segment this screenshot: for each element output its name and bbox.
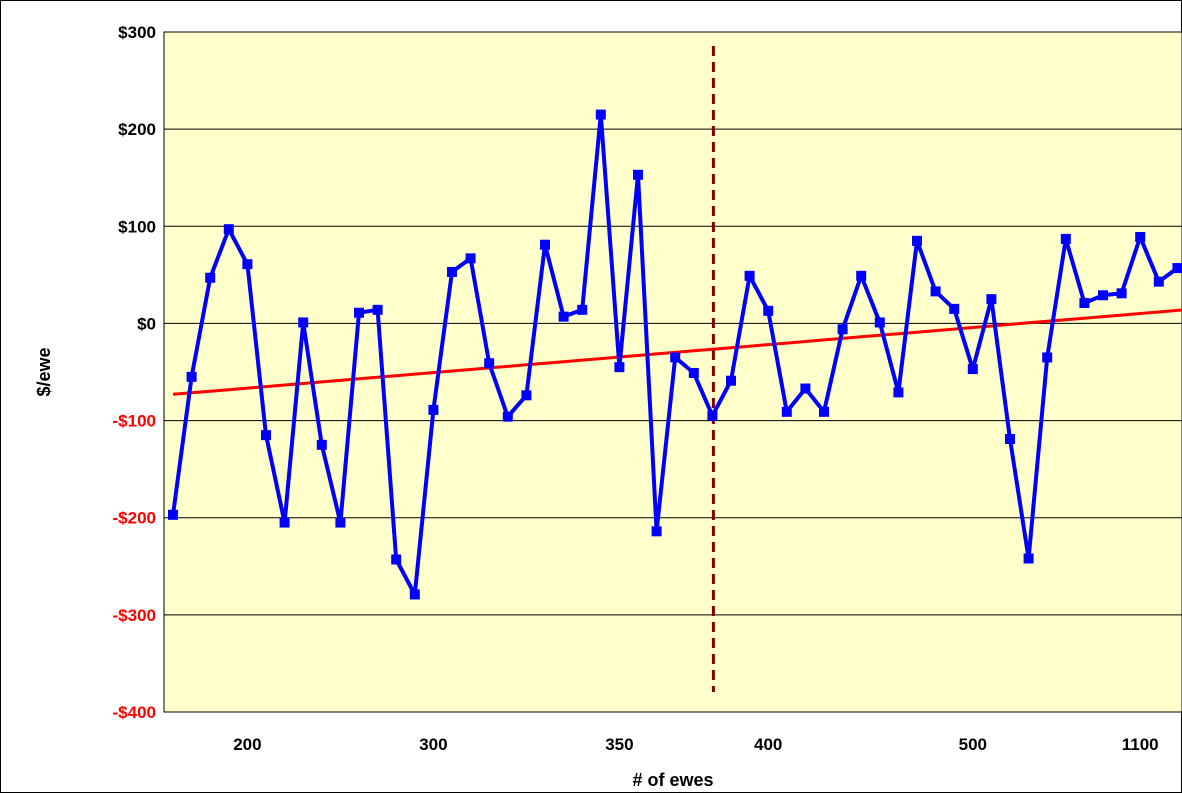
x-tick-label: 350 xyxy=(605,735,633,754)
data-point-marker xyxy=(502,411,513,422)
data-point-marker xyxy=(949,303,960,314)
data-point-marker xyxy=(1023,553,1034,564)
data-point-marker xyxy=(819,406,829,417)
x-tick-label: 1100 xyxy=(1122,735,1159,754)
data-point-marker xyxy=(781,406,792,417)
data-point-marker xyxy=(595,109,606,120)
trend-line xyxy=(172,308,1182,396)
y-axis-ticks: $300 $200 $100 $0 -$100 -$200 -$300 -$400 xyxy=(113,23,156,722)
x-axis-ticks: 200 300 350 400 500 1100 xyxy=(233,735,1158,754)
y-axis-title: $/ewe xyxy=(34,347,54,396)
data-point-marker xyxy=(1135,231,1146,242)
data-point-marker xyxy=(1153,276,1164,287)
data-point-marker xyxy=(484,358,495,369)
data-point-marker xyxy=(223,224,234,235)
data-point-marker xyxy=(1005,434,1015,445)
gridlines xyxy=(164,128,1182,616)
data-point-marker xyxy=(912,235,922,246)
data-point-marker xyxy=(986,294,997,305)
y-tick-label: -$400 xyxy=(113,703,156,722)
data-point-marker xyxy=(651,526,662,537)
data-point-marker xyxy=(540,239,550,250)
data-point-marker xyxy=(391,554,402,565)
data-point-marker xyxy=(316,439,327,450)
data-point-marker xyxy=(1042,352,1053,363)
data-point-marker xyxy=(186,371,197,382)
x-axis-title: # of ewes xyxy=(632,770,713,790)
data-point-marker xyxy=(726,375,736,386)
data-point-marker xyxy=(558,311,569,322)
data-point-marker xyxy=(744,270,755,281)
data-point-marker xyxy=(521,390,532,401)
data-point-marker xyxy=(967,364,978,375)
y-tick-label: -$100 xyxy=(113,412,156,431)
data-point-marker xyxy=(335,517,346,528)
data-point-marker xyxy=(279,517,290,528)
data-point-marker xyxy=(800,383,811,394)
data-point-marker xyxy=(354,307,364,318)
y-tick-label: -$300 xyxy=(113,606,156,625)
data-point-marker xyxy=(447,266,457,277)
data-point-marker xyxy=(372,304,383,315)
data-point-marker xyxy=(205,272,216,283)
data-point-marker xyxy=(298,317,309,328)
x-tick-label: 200 xyxy=(233,735,261,754)
data-point-marker xyxy=(1172,263,1182,274)
data-point-marker xyxy=(688,367,699,378)
data-point-marker xyxy=(465,253,476,264)
data-point-marker xyxy=(763,305,774,316)
series-line xyxy=(171,112,1182,597)
data-point-marker xyxy=(1116,288,1127,299)
x-tick-label: 300 xyxy=(419,735,447,754)
plot-area xyxy=(163,31,1182,713)
data-point-marker xyxy=(670,352,681,363)
data-point-marker xyxy=(614,362,625,373)
data-point-marker xyxy=(707,410,718,421)
data-point-marker xyxy=(1060,233,1071,244)
y-tick-label: $0 xyxy=(137,314,156,333)
data-point-marker xyxy=(837,324,848,335)
data-point-marker xyxy=(1098,290,1108,301)
series-markers xyxy=(168,109,1182,600)
y-tick-label: $200 xyxy=(118,120,156,139)
data-point-marker xyxy=(856,270,867,281)
data-point-marker xyxy=(261,430,271,441)
y-tick-label: -$200 xyxy=(113,509,156,528)
data-point-marker xyxy=(409,589,420,600)
data-point-marker xyxy=(930,286,941,297)
data-point-marker xyxy=(242,259,253,270)
x-tick-label: 500 xyxy=(959,735,987,754)
data-point-marker xyxy=(168,509,178,520)
y-tick-label: $100 xyxy=(118,217,156,236)
y-tick-label: $300 xyxy=(118,23,156,42)
data-point-marker xyxy=(633,169,643,180)
data-point-marker xyxy=(874,317,885,328)
data-point-marker xyxy=(428,404,439,415)
x-tick-label: 400 xyxy=(754,735,782,754)
data-point-marker xyxy=(893,387,904,398)
data-point-marker xyxy=(1079,298,1090,309)
data-point-marker xyxy=(577,304,588,315)
